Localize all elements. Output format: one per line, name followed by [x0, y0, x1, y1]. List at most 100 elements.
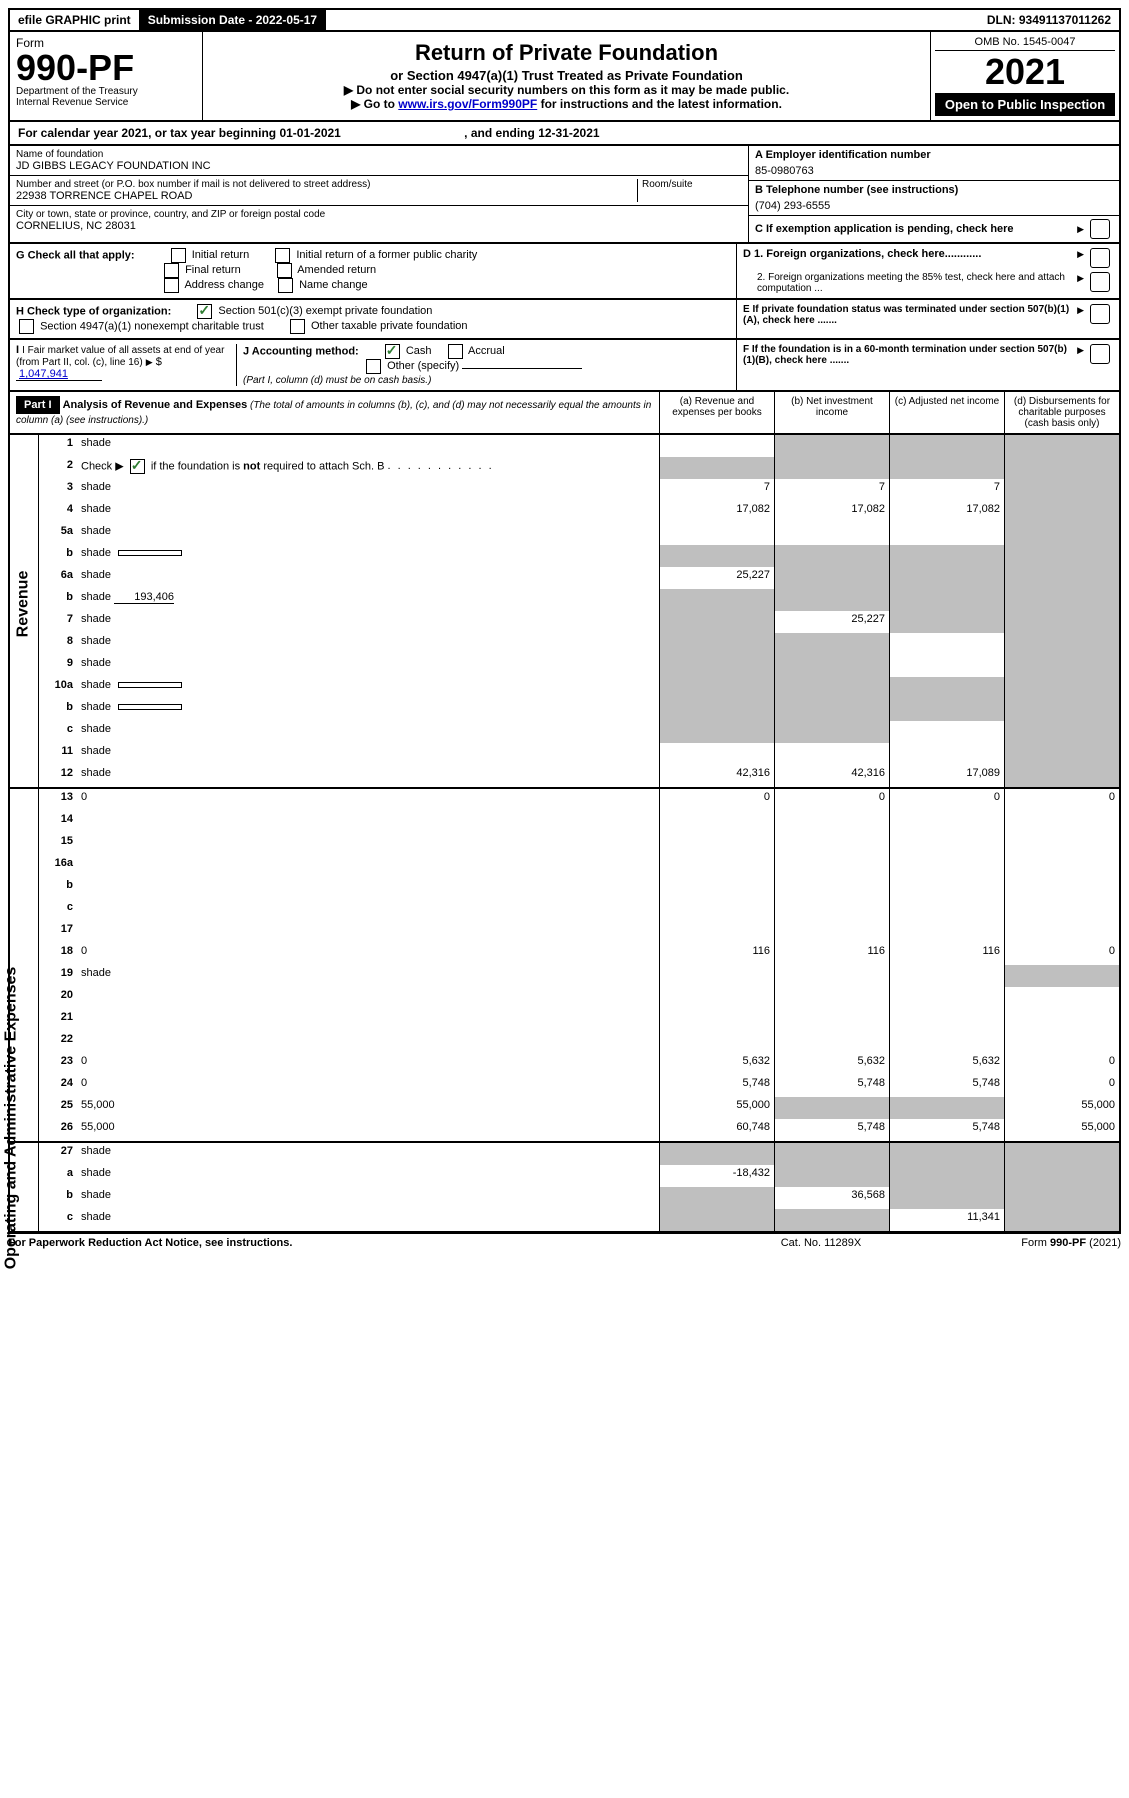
final-rows: 27shadeashade-18,432bshade36,568cshade11…: [39, 1143, 1119, 1231]
table-cell: [1004, 699, 1119, 721]
table-cell: 60,748: [659, 1119, 774, 1141]
line-description: 0: [77, 1053, 659, 1075]
table-cell: [659, 1009, 774, 1031]
table-cell: [889, 699, 1004, 721]
table-row: cshade: [39, 721, 1119, 743]
line-number: 27: [39, 1143, 77, 1165]
table-row: 14: [39, 811, 1119, 833]
line-description: shade: [77, 699, 659, 721]
line-description: [77, 833, 659, 855]
form-link[interactable]: www.irs.gov/Form990PF: [398, 97, 537, 111]
table-cell: [1004, 1143, 1119, 1165]
table-cell: [774, 699, 889, 721]
line-description: shade: [77, 611, 659, 633]
c-checkbox[interactable]: [1090, 219, 1110, 239]
submission-date: Submission Date - 2022-05-17: [140, 10, 326, 30]
f-checkbox[interactable]: [1090, 344, 1110, 364]
page-footer: For Paperwork Reduction Act Notice, see …: [8, 1233, 1121, 1249]
j-cash-checkbox[interactable]: [385, 344, 400, 359]
table-cell: [1004, 1031, 1119, 1053]
expenses-side-label: Operating and Administrative Expenses: [10, 789, 39, 1141]
table-cell: [1004, 833, 1119, 855]
table-cell: 42,316: [774, 765, 889, 787]
g-name-checkbox[interactable]: [278, 278, 293, 293]
table-cell: [889, 721, 1004, 743]
schb-checkbox[interactable]: [130, 459, 145, 474]
line-number: 10a: [39, 677, 77, 699]
foundation-name: JD GIBBS LEGACY FOUNDATION INC: [16, 160, 742, 172]
table-row: bshade: [39, 699, 1119, 721]
table-cell: [1004, 1187, 1119, 1209]
table-cell: [659, 457, 774, 479]
table-cell: [889, 987, 1004, 1009]
c-cell: C If exemption application is pending, c…: [749, 216, 1119, 242]
fmv-link[interactable]: 1,047,941: [16, 368, 102, 381]
table-cell: 55,000: [659, 1097, 774, 1119]
table-cell: 7: [889, 479, 1004, 501]
line-number: 21: [39, 1009, 77, 1031]
line-description: shade: [77, 545, 659, 567]
g-amended-checkbox[interactable]: [277, 263, 292, 278]
table-cell: [774, 833, 889, 855]
g-initial-checkbox[interactable]: [171, 248, 186, 263]
table-cell: [889, 1187, 1004, 1209]
dept: Department of the Treasury: [16, 86, 196, 97]
table-cell: [889, 523, 1004, 545]
line-description: shade: [77, 479, 659, 501]
table-row: 2655,00060,7485,7485,74855,000: [39, 1119, 1119, 1141]
table-cell: [659, 855, 774, 877]
table-cell: 5,748: [889, 1119, 1004, 1141]
calendar-year-row: For calendar year 2021, or tax year begi…: [8, 122, 1121, 146]
table-cell: [774, 1165, 889, 1187]
line-number: b: [39, 545, 77, 567]
table-cell: [659, 523, 774, 545]
line-description: shade: [77, 1187, 659, 1209]
form-header: Form 990-PF Department of the Treasury I…: [8, 32, 1121, 122]
table-cell: [774, 965, 889, 987]
table-cell: [889, 855, 1004, 877]
table-row: 6ashade25,227: [39, 567, 1119, 589]
table-cell: [774, 435, 889, 457]
table-row: bshade 193,406: [39, 589, 1119, 611]
table-row: 8shade: [39, 633, 1119, 655]
table-cell: [889, 877, 1004, 899]
table-cell: [889, 1009, 1004, 1031]
h-501-checkbox[interactable]: [197, 304, 212, 319]
table-cell: 116: [889, 943, 1004, 965]
h-4947-checkbox[interactable]: [19, 319, 34, 334]
j-accrual-checkbox[interactable]: [448, 344, 463, 359]
table-cell: 5,748: [774, 1075, 889, 1097]
line-number: b: [39, 877, 77, 899]
line-number: a: [39, 1165, 77, 1187]
line-description: [77, 1009, 659, 1031]
g-final-checkbox[interactable]: [164, 263, 179, 278]
part1-title-cell: Part I Analysis of Revenue and Expenses …: [10, 392, 659, 433]
table-cell: [1004, 1009, 1119, 1031]
table-cell: [889, 811, 1004, 833]
table-cell: [1004, 743, 1119, 765]
e-checkbox[interactable]: [1090, 304, 1110, 324]
table-cell: 5,632: [659, 1053, 774, 1075]
arrow-icon: [1077, 223, 1087, 235]
j-other-checkbox[interactable]: [366, 359, 381, 374]
street-cell: Number and street (or P.O. box number if…: [10, 176, 748, 206]
h-left: H Check type of organization: Section 50…: [10, 300, 737, 338]
h-other-checkbox[interactable]: [290, 319, 305, 334]
line-description: shade: [77, 1143, 659, 1165]
line-number: 24: [39, 1075, 77, 1097]
g-address-checkbox[interactable]: [164, 278, 179, 293]
table-cell: [774, 921, 889, 943]
g-row: G Check all that apply: Initial return I…: [8, 244, 1121, 300]
city-state-zip: CORNELIUS, NC 28031: [16, 220, 742, 232]
line-description: [77, 1031, 659, 1053]
d2-checkbox[interactable]: [1090, 272, 1110, 292]
table-cell: [659, 1143, 774, 1165]
table-cell: [889, 899, 1004, 921]
g-former-checkbox[interactable]: [275, 248, 290, 263]
d1-checkbox[interactable]: [1090, 248, 1110, 268]
col-b-header: (b) Net investment income: [774, 392, 889, 433]
h-row: H Check type of organization: Section 50…: [8, 300, 1121, 340]
table-cell: [1004, 921, 1119, 943]
efile-print[interactable]: efile GRAPHIC print: [10, 10, 140, 30]
form-number: 990-PF: [16, 50, 196, 86]
